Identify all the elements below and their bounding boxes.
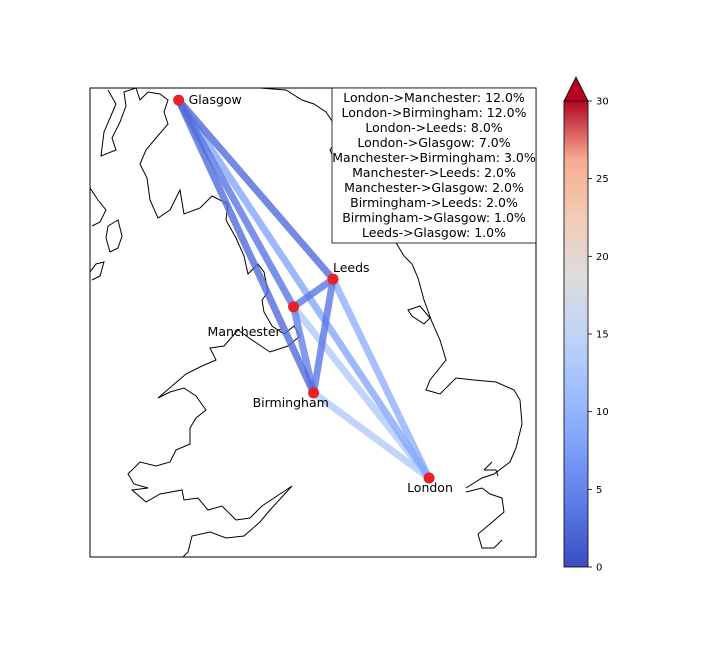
city-marker	[423, 472, 435, 484]
colorbar-tick-label: 30	[596, 97, 609, 108]
city-label: Glasgow	[189, 92, 242, 107]
legend-line: Manchester->Glasgow: 2.0%	[344, 180, 524, 195]
colorbar-gradient	[563, 100, 589, 568]
route-line	[291, 276, 336, 310]
route-line	[311, 390, 432, 481]
colorbar-ticks: 0 5 10 15 20 25 30	[588, 97, 609, 574]
colorbar-tick-label: 25	[596, 174, 609, 185]
city-label: Birmingham	[253, 395, 329, 410]
route-line	[329, 277, 433, 480]
colorbar-tick-label: 15	[596, 330, 609, 341]
legend-line: London->Glasgow: 7.0%	[357, 135, 510, 150]
city-marker	[288, 301, 300, 313]
colorbar-tick-label: 5	[596, 485, 602, 496]
city-marker	[327, 273, 339, 285]
route-legend-box: London->Manchester: 12.0% London->Birmin…	[331, 87, 537, 244]
coastline-scotland-west	[100, 88, 301, 337]
city-marker	[173, 94, 185, 106]
city-labels: Glasgow Leeds Manchester Birmingham London	[189, 92, 453, 495]
colorbar-tick-label: 20	[596, 252, 609, 263]
route-line	[175, 98, 317, 395]
legend-line: Leeds->Glasgow: 1.0%	[362, 225, 506, 240]
route-line	[310, 278, 337, 394]
route-lines	[175, 97, 433, 481]
colorbar-tick-label: 10	[596, 407, 609, 418]
legend-line: London->Birmingham: 12.0%	[342, 105, 527, 120]
map-frame	[89, 87, 537, 558]
legend-line: Birmingham->Glasgow: 1.0%	[342, 210, 526, 225]
route-line	[175, 97, 336, 282]
map-panel: Glasgow Leeds Manchester Birmingham London L…	[89, 87, 537, 558]
city-marker	[308, 387, 320, 399]
coastline-kent	[483, 461, 499, 477]
legend-line: London->Manchester: 12.0%	[343, 90, 525, 105]
legend-line: Birmingham->Leeds: 2.0%	[350, 195, 518, 210]
legend-line: London->Leeds: 8.0%	[365, 120, 502, 135]
city-markers	[173, 94, 435, 484]
route-line	[175, 98, 432, 480]
colorbar-tick-label: 0	[596, 563, 602, 574]
city-label: Leeds	[333, 260, 370, 275]
coastline-wales	[127, 329, 301, 557]
colorbar-extend-arrow	[563, 76, 589, 102]
colorbar: 0 5 10 15 20 25 30	[563, 76, 609, 574]
legend-background	[331, 87, 537, 244]
city-label: London	[407, 480, 453, 495]
legend-line: Manchester->Leeds: 2.0%	[352, 165, 516, 180]
city-label: Manchester	[208, 324, 282, 339]
coastline-southeast	[465, 487, 505, 549]
legend-line: Manchester->Birmingham: 3.0%	[332, 150, 536, 165]
